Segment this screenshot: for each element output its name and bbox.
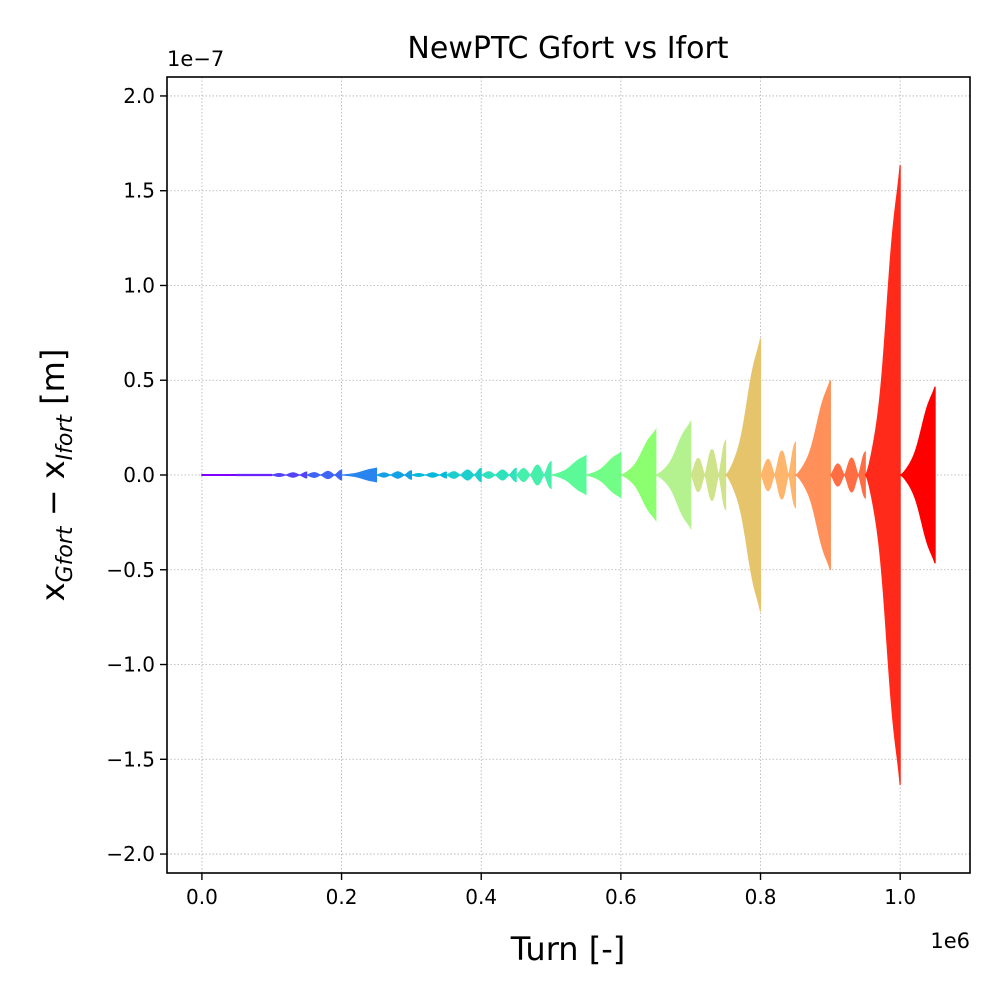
x-tick-label: 0.8: [745, 885, 777, 909]
series-band-5: [341, 467, 378, 483]
series-band-16: [723, 338, 762, 612]
series-band-6: [376, 470, 412, 480]
y-label-minus: −: [34, 479, 72, 526]
series-band-3: [271, 471, 308, 479]
y-label-sub-ifort: Ifort: [53, 414, 78, 461]
series-layer: [201, 165, 936, 785]
series-band-7: [411, 471, 447, 479]
series-band-8: [446, 467, 482, 483]
series-band-15: [689, 439, 727, 511]
series-band-13: [620, 428, 657, 522]
x-tick-label: 0.4: [465, 885, 497, 909]
series-band-2: [236, 473, 273, 477]
series-band-19: [829, 450, 866, 500]
series-band-17: [759, 441, 797, 509]
y-tick-label: −0.5: [106, 558, 155, 582]
y-label-sub-gfort: Gfort: [53, 525, 78, 582]
y-tick-label: −1.5: [106, 747, 155, 771]
y-axis-label: xGfort − xIfort [m]: [34, 349, 78, 602]
x-offset-label: 1e6: [930, 929, 970, 953]
y-tick-label: 1.5: [123, 179, 155, 203]
y-tick-label: 0.0: [123, 463, 155, 487]
x-tick-label: 0.2: [326, 885, 358, 909]
y-tick-label: 0.5: [123, 368, 155, 392]
y-tick-label: 1.0: [123, 273, 155, 297]
series-band-12: [585, 451, 622, 499]
series-band-9: [481, 467, 517, 483]
y-offset-label: 1e−7: [167, 47, 224, 71]
series-band-18: [793, 380, 831, 570]
y-tick-label: 2.0: [123, 84, 155, 108]
y-label-prefix-2: x: [34, 460, 72, 479]
ticks: 0.0 0.2 0.4 0.6 0.8 1.0 −2.0 −1.5 −1.0 −0.5 0.0 0.5…: [106, 84, 916, 909]
series-band-14: [655, 419, 692, 531]
x-tick-label: 0.6: [605, 885, 637, 909]
y-label-prefix: x: [34, 582, 72, 601]
y-tick-label: −2.0: [106, 842, 155, 866]
series-band-4: [306, 469, 343, 481]
x-axis-label: Turn [-]: [510, 930, 626, 968]
x-tick-label: 0.0: [186, 885, 218, 909]
series-band-21: [900, 386, 936, 564]
series-band-10: [514, 460, 552, 490]
chart-title: NewPTC Gfort vs Ifort: [407, 31, 728, 66]
series-band-1: [201, 474, 238, 476]
x-tick-label: 1.0: [884, 885, 916, 909]
series-band-20: [864, 165, 901, 785]
y-tick-label: −1.0: [106, 653, 155, 677]
series-band-11: [551, 454, 587, 496]
y-label-unit: [m]: [34, 349, 72, 415]
